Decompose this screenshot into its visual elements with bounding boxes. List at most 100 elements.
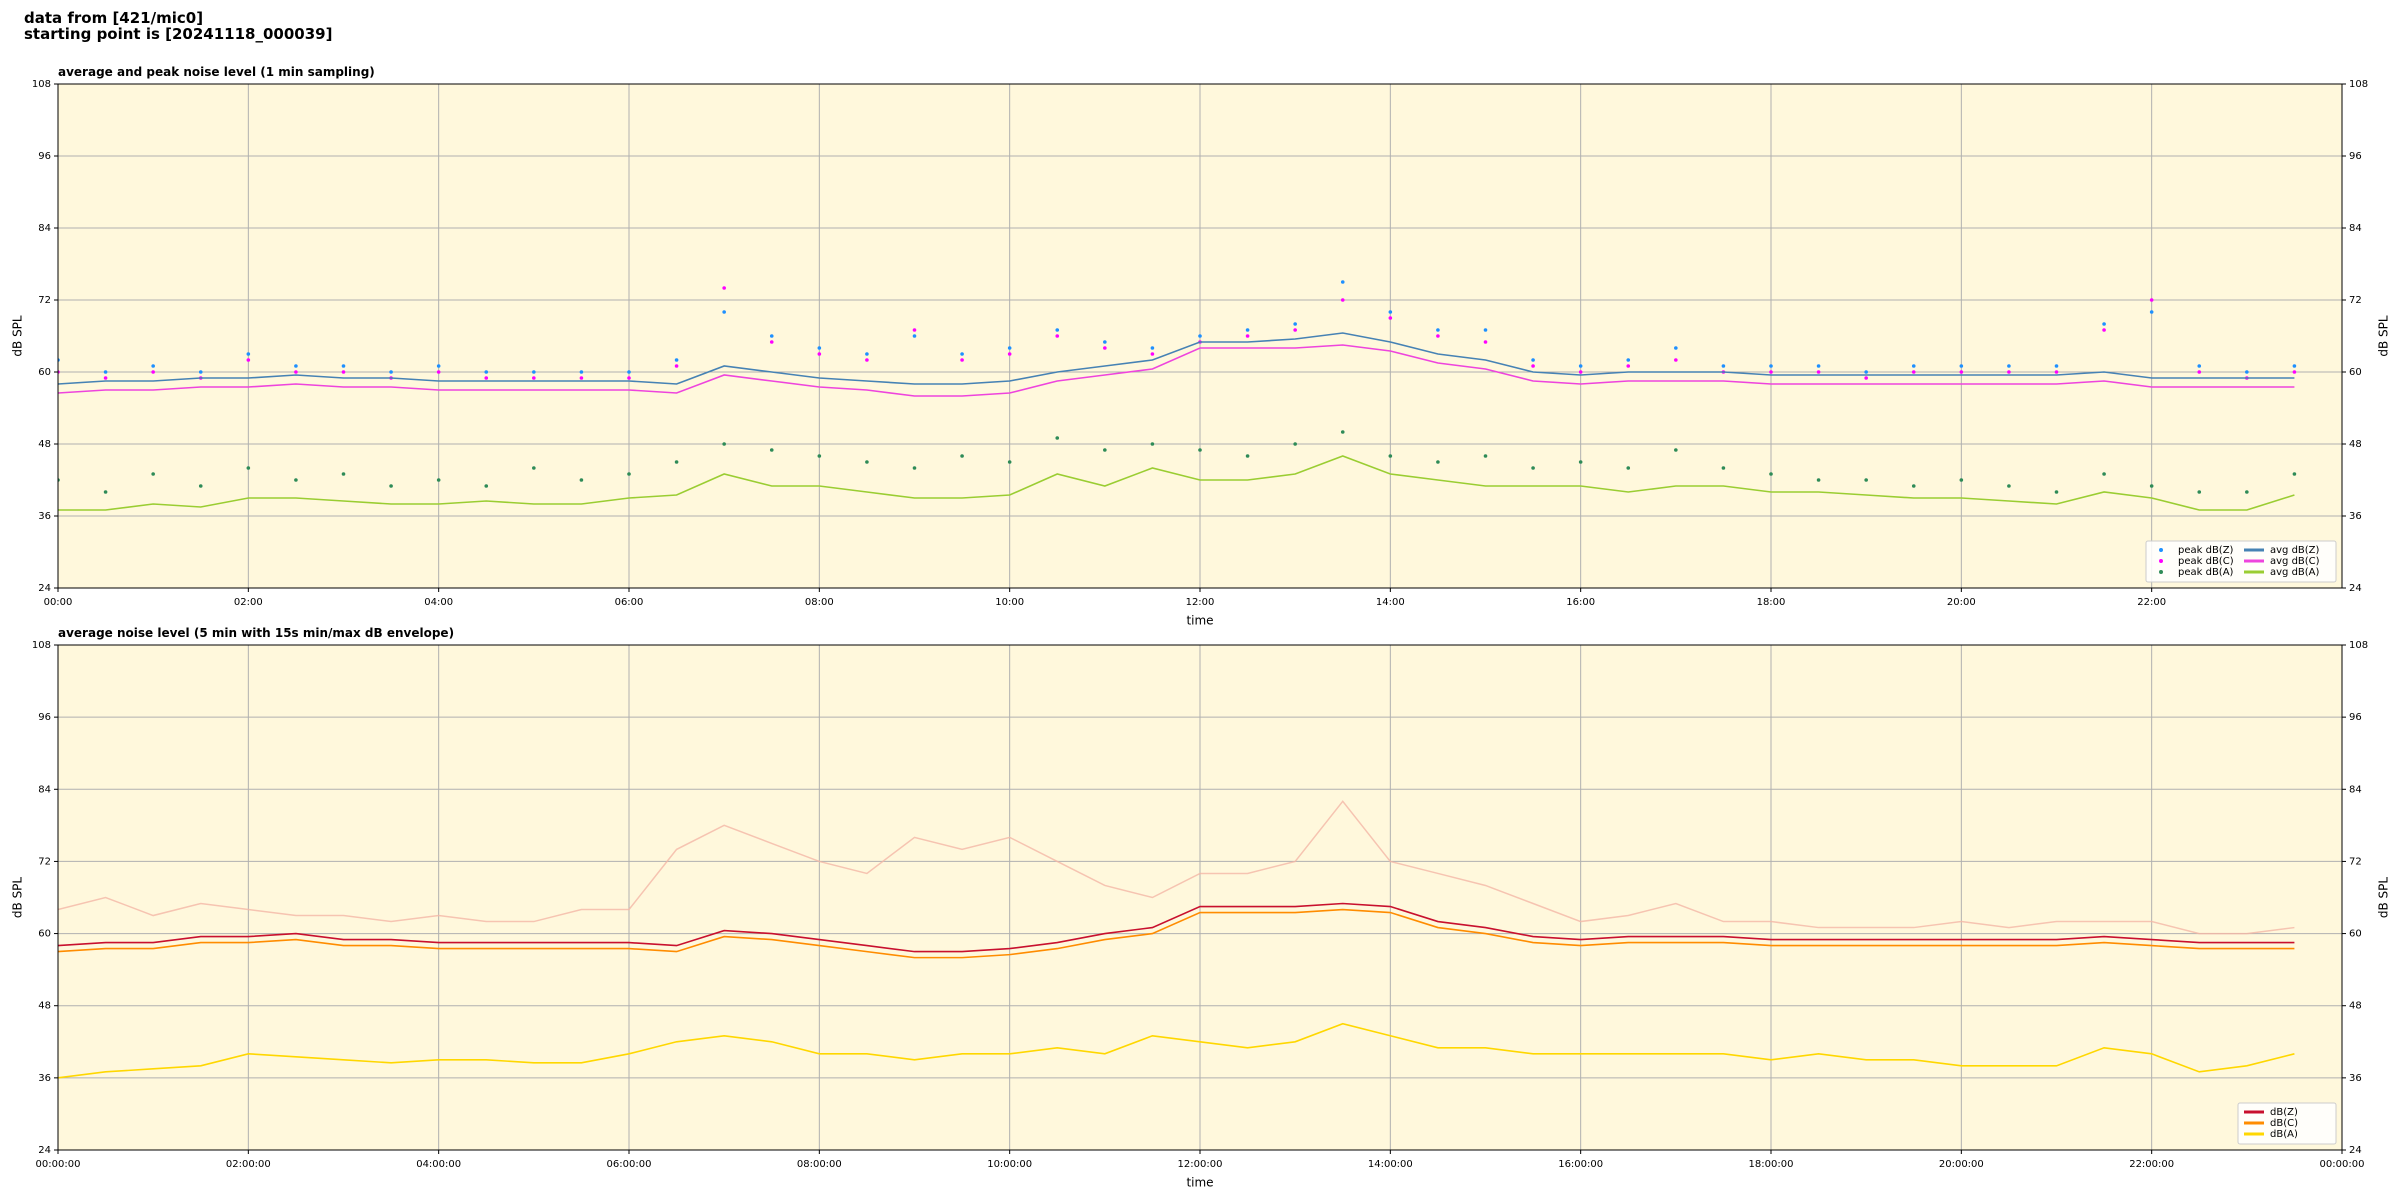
peak-point [1959, 364, 1964, 368]
peak-point [1007, 346, 1012, 350]
y-tick-label: 36 [38, 1073, 51, 1084]
y-axis-label: dB SPL [11, 315, 25, 357]
peak-point [1911, 484, 1916, 488]
peak-point [1293, 322, 1297, 326]
peak-point [1578, 364, 1583, 368]
peak-point [1198, 334, 1202, 338]
peak-point [1816, 364, 1821, 368]
peak-point [1245, 328, 1250, 332]
peak-point [1864, 376, 1868, 380]
peak-point [2149, 484, 2154, 488]
peak-point [769, 340, 774, 344]
peak-point [2197, 490, 2202, 494]
peak-point [674, 358, 679, 362]
y-tick-label: 60 [38, 929, 51, 940]
peak-point [436, 478, 441, 482]
peak-point [722, 310, 726, 314]
x-tick-label: 10:00 [995, 597, 1024, 608]
y-tick-label-right: 96 [2349, 712, 2362, 723]
plot-frame [57, 644, 2343, 1151]
plot-frame [57, 83, 2343, 589]
peak-point [1055, 334, 1060, 338]
peak-point [1055, 436, 1060, 440]
peak-point [484, 370, 489, 374]
peak-point [627, 472, 631, 476]
peak-point [1436, 328, 1440, 332]
y-tick-label-right: 24 [2349, 1145, 2362, 1156]
peak-point [1721, 364, 1726, 368]
y-tick-label-right: 60 [2349, 367, 2362, 378]
peak-point [674, 460, 679, 464]
peak-point [2007, 484, 2011, 488]
y-tick-label-right: 72 [2349, 856, 2362, 867]
peak-point [1103, 448, 1107, 452]
peak-point [865, 358, 869, 362]
y-tick-label: 96 [38, 151, 51, 162]
peak-point [1388, 310, 1393, 314]
peak-point [1103, 340, 1107, 344]
peak-point [2292, 364, 2297, 368]
x-tick-label: 02:00 [234, 597, 263, 608]
peak-point [1436, 460, 1440, 464]
peak-point [1578, 370, 1583, 374]
peak-point [1626, 466, 1631, 470]
peak-point [436, 364, 441, 368]
peak-point [1340, 280, 1345, 284]
peak-point [1007, 460, 1012, 464]
peak-point [1864, 370, 1868, 374]
x-tick-label: 16:00 [1566, 597, 1595, 608]
y-tick-label-right: 96 [2349, 151, 2362, 162]
peak-point [1007, 352, 1012, 356]
peak-point [1816, 370, 1821, 374]
peak-point [2007, 364, 2011, 368]
peak-point [1150, 346, 1155, 350]
legend-label: dB(C) [2270, 1118, 2298, 1129]
series-group [58, 280, 2297, 511]
x-tick-label: 20:00:00 [1939, 1159, 1984, 1170]
figure-title-line: data from [421/mic0] [24, 9, 203, 27]
y-axis-label-right: dB SPL [2377, 315, 2391, 357]
chart-title: average noise level (5 min with 15s min/… [58, 626, 454, 640]
x-tick-label: 00:00:00 [36, 1159, 81, 1170]
peak-point [1769, 472, 1773, 476]
plot-area [58, 280, 2297, 511]
peak-point [389, 484, 393, 488]
legend-label: avg dB(C) [2270, 556, 2320, 567]
peak-point [627, 370, 631, 374]
peak-point [2054, 490, 2059, 494]
x-tick-label: 22:00:00 [2129, 1159, 2174, 1170]
peak-point [1864, 478, 1868, 482]
peak-point [2149, 310, 2154, 314]
peak-point [1103, 346, 1107, 350]
series-line [58, 455, 2295, 511]
peak-point [1911, 370, 1916, 374]
peak-point [198, 370, 203, 374]
legend-label: peak dB(Z) [2178, 545, 2234, 556]
peak-point [2197, 370, 2202, 374]
y-tick-label: 96 [38, 712, 51, 723]
legend-box [2145, 540, 2337, 583]
peak-point [1959, 370, 1964, 374]
envelope [58, 800, 2295, 935]
x-tick-label: 18:00 [1757, 597, 1786, 608]
peak-point [912, 466, 917, 470]
peak-point [1340, 298, 1345, 302]
peak-point [579, 478, 584, 482]
x-tick-label: 06:00:00 [607, 1159, 652, 1170]
peak-point [674, 364, 679, 368]
y-tick-label-right: 48 [2349, 439, 2362, 450]
peak-point [2197, 364, 2202, 368]
y-tick-label-right: 48 [2349, 1001, 2362, 1012]
peak-point [2054, 364, 2059, 368]
peak-point [1245, 454, 1250, 458]
peak-point [817, 454, 822, 458]
x-tick-label: 06:00 [615, 597, 644, 608]
y-tick-label: 24 [38, 1145, 51, 1156]
x-tick-label: 04:00:00 [416, 1159, 461, 1170]
y-tick-label-right: 108 [2349, 79, 2368, 90]
y-tick-label: 24 [38, 583, 51, 594]
peak-point [2007, 370, 2011, 374]
peak-point [912, 334, 917, 338]
y-tick-label: 84 [38, 784, 51, 795]
series-line [58, 332, 2295, 385]
